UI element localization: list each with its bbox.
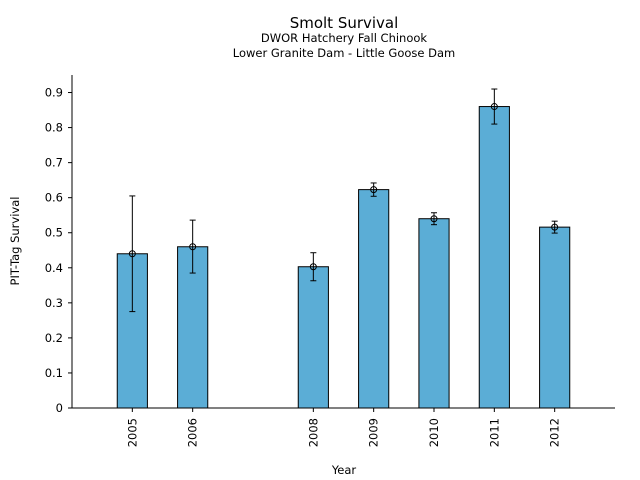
y-tick-label: 0.2 [45, 331, 63, 345]
point-marker-2010 [430, 215, 438, 223]
x-tick-label: 2005 [125, 418, 139, 447]
x-tick-label: 2009 [367, 418, 381, 447]
x-tick-label: 2008 [306, 418, 320, 447]
bar-2011 [478, 106, 510, 409]
y-tick-label: 0.4 [45, 261, 63, 275]
x-tick-label: 2012 [548, 418, 562, 447]
point-marker-2005 [128, 250, 136, 258]
y-tick-label: 0 [56, 401, 63, 415]
bar-2009 [358, 189, 390, 409]
point-marker-2006 [189, 243, 197, 251]
x-tick-label: 2006 [186, 418, 200, 447]
x-axis-label: Year [331, 463, 357, 477]
bar-2010 [418, 218, 450, 409]
point-marker-2008 [309, 263, 317, 271]
y-axis-label: PIT-Tag Survival [8, 197, 22, 286]
point-marker-2009 [370, 186, 378, 194]
point-marker-2011 [490, 103, 498, 111]
x-tick-label: 2011 [487, 418, 501, 447]
y-tick-label: 0.9 [45, 86, 63, 100]
bar-2008 [297, 266, 329, 409]
bar-2012 [539, 226, 571, 409]
y-tick-label: 0.6 [45, 191, 63, 205]
point-marker-2012 [551, 223, 559, 231]
y-tick-label: 0.8 [45, 121, 63, 135]
bar-2006 [177, 246, 209, 409]
y-tick-label: 0.5 [45, 226, 63, 240]
x-tick-label: 2010 [427, 418, 441, 447]
y-tick-label: 0.1 [45, 366, 63, 380]
plot-area: 0 0.1 0.2 0.3 0.4 0.5 0.6 0.7 0.8 0.9 2005 2006 2008… [45, 75, 615, 447]
y-tick-label: 0.7 [45, 156, 63, 170]
chart-subtitle-1: DWOR Hatchery Fall Chinook [261, 31, 428, 45]
y-tick-label: 0.3 [45, 296, 63, 310]
chart-title: Smolt Survival [290, 14, 399, 32]
chart-subtitle-2: Lower Granite Dam - Little Goose Dam [233, 46, 455, 60]
